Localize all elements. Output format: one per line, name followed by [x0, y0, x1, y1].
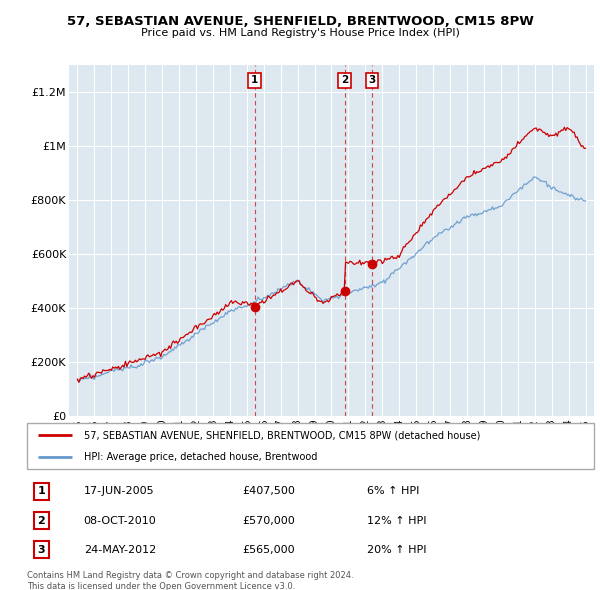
Text: HPI: Average price, detached house, Brentwood: HPI: Average price, detached house, Bren… — [84, 451, 317, 461]
Text: 3: 3 — [368, 76, 376, 86]
Text: 1: 1 — [37, 486, 45, 496]
Text: 08-OCT-2010: 08-OCT-2010 — [84, 516, 157, 526]
Text: £570,000: £570,000 — [242, 516, 295, 526]
Text: £565,000: £565,000 — [242, 545, 295, 555]
Text: 20% ↑ HPI: 20% ↑ HPI — [367, 545, 427, 555]
Text: 2: 2 — [37, 516, 45, 526]
Text: 6% ↑ HPI: 6% ↑ HPI — [367, 486, 419, 496]
Text: 12% ↑ HPI: 12% ↑ HPI — [367, 516, 427, 526]
Text: 24-MAY-2012: 24-MAY-2012 — [84, 545, 156, 555]
Text: 17-JUN-2005: 17-JUN-2005 — [84, 486, 154, 496]
Text: 1: 1 — [251, 76, 258, 86]
FancyBboxPatch shape — [27, 423, 594, 469]
Text: 3: 3 — [37, 545, 45, 555]
Text: £407,500: £407,500 — [242, 486, 295, 496]
Text: 57, SEBASTIAN AVENUE, SHENFIELD, BRENTWOOD, CM15 8PW: 57, SEBASTIAN AVENUE, SHENFIELD, BRENTWO… — [67, 15, 533, 28]
Text: Contains HM Land Registry data © Crown copyright and database right 2024.
This d: Contains HM Land Registry data © Crown c… — [27, 571, 353, 590]
Text: 2: 2 — [341, 76, 348, 86]
Text: 57, SEBASTIAN AVENUE, SHENFIELD, BRENTWOOD, CM15 8PW (detached house): 57, SEBASTIAN AVENUE, SHENFIELD, BRENTWO… — [84, 431, 480, 441]
Text: Price paid vs. HM Land Registry's House Price Index (HPI): Price paid vs. HM Land Registry's House … — [140, 28, 460, 38]
